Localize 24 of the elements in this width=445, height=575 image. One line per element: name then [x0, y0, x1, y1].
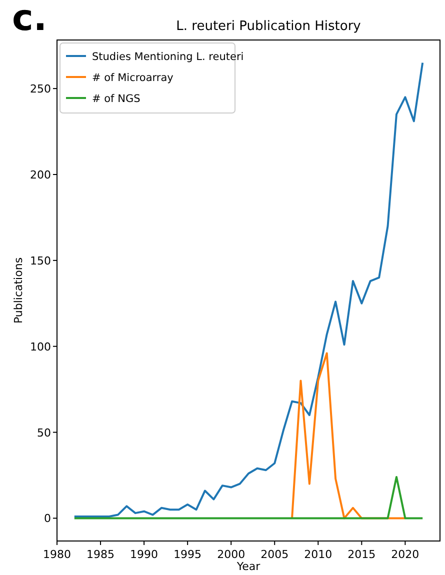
x-tick-label: 2020	[391, 548, 420, 561]
y-tick-label: 250	[30, 82, 51, 96]
chart-title: L. reuteri Publication History	[176, 19, 362, 34]
y-tick-label: 150	[30, 254, 51, 268]
x-tick-label: 1985	[86, 548, 115, 561]
y-tick-label: 50	[37, 426, 51, 440]
legend-label: Studies Mentioning L. reuteri	[92, 51, 244, 63]
x-tick-label: 2000	[217, 548, 246, 561]
x-axis-title: Year	[236, 560, 261, 573]
y-tick-label: 0	[44, 512, 51, 526]
line-series	[291, 352, 406, 520]
legend-label: # of Microarray	[92, 72, 174, 84]
x-tick-label: 1990	[130, 548, 158, 561]
legend-label: # of NGS	[92, 93, 141, 105]
line-series	[73, 62, 424, 518]
x-tick-label: 1995	[174, 548, 202, 561]
x-tick-label: 2010	[304, 548, 332, 561]
x-tick-label: 1980	[43, 548, 71, 561]
text: c.	[12, 0, 48, 39]
x-tick-label: 2005	[260, 548, 289, 561]
y-axis-title: Publications	[12, 257, 25, 324]
y-tick-label: 100	[30, 340, 51, 354]
x-tick-label: 2015	[348, 548, 376, 561]
y-tick-label: 200	[30, 168, 51, 182]
